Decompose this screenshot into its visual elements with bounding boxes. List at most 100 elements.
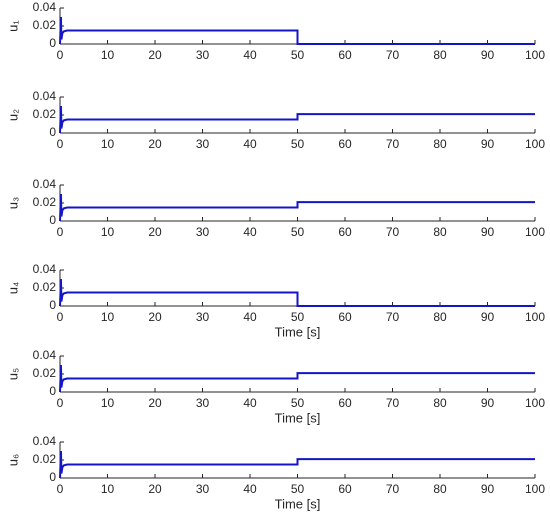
x-tick-label: 60 bbox=[338, 225, 352, 239]
x-tick-label: 40 bbox=[243, 482, 257, 496]
x-tick-label: 60 bbox=[338, 482, 352, 496]
x-tick-label: 20 bbox=[148, 482, 162, 496]
x-tick-label: 30 bbox=[196, 396, 210, 410]
x-tick-label: 70 bbox=[386, 396, 400, 410]
y-tick-label: 0.04 bbox=[33, 262, 57, 276]
x-tick-label: 0 bbox=[57, 48, 64, 62]
x-tick-label: 100 bbox=[525, 48, 545, 62]
x-tick-label: 20 bbox=[148, 48, 162, 62]
x-tick-label: 0 bbox=[57, 310, 64, 324]
x-axis-label: Time [s] bbox=[275, 410, 321, 425]
x-tick-label: 80 bbox=[433, 137, 447, 151]
x-tick-label: 100 bbox=[525, 482, 545, 496]
x-tick-label: 90 bbox=[481, 137, 495, 151]
x-tick-label: 30 bbox=[196, 310, 210, 324]
x-tick-label: 50 bbox=[291, 48, 305, 62]
x-tick-label: 40 bbox=[243, 48, 257, 62]
x-tick-label: 100 bbox=[525, 225, 545, 239]
y-tick-label: 0 bbox=[49, 213, 56, 227]
x-tick-label: 50 bbox=[291, 310, 305, 324]
x-tick-label: 100 bbox=[525, 310, 545, 324]
y-tick-label: 0.04 bbox=[33, 0, 57, 14]
x-tick-label: 70 bbox=[386, 48, 400, 62]
x-tick-label: 10 bbox=[101, 482, 115, 496]
x-tick-label: 40 bbox=[243, 225, 257, 239]
x-tick-label: 30 bbox=[196, 48, 210, 62]
x-tick-label: 70 bbox=[386, 482, 400, 496]
x-tick-label: 100 bbox=[525, 396, 545, 410]
x-tick-label: 0 bbox=[57, 225, 64, 239]
x-tick-label: 40 bbox=[243, 310, 257, 324]
x-tick-label: 0 bbox=[57, 137, 64, 151]
y-axis-label: u₁ bbox=[5, 20, 20, 32]
y-tick-label: 0 bbox=[49, 470, 56, 484]
x-tick-label: 60 bbox=[338, 48, 352, 62]
y-tick-label: 0.04 bbox=[33, 434, 57, 448]
x-tick-label: 30 bbox=[196, 137, 210, 151]
line-series bbox=[59, 450, 535, 479]
x-tick-label: 40 bbox=[243, 396, 257, 410]
y-tick-label: 0.02 bbox=[33, 107, 57, 121]
x-tick-label: 50 bbox=[291, 137, 305, 151]
x-tick-label: 80 bbox=[433, 482, 447, 496]
y-tick-label: 0.04 bbox=[33, 89, 57, 103]
y-axis-label: u₅ bbox=[5, 368, 20, 380]
x-tick-label: 90 bbox=[481, 48, 495, 62]
x-tick-label: 10 bbox=[101, 396, 115, 410]
y-axis-label: u₃ bbox=[5, 197, 20, 210]
x-tick-label: 10 bbox=[101, 225, 115, 239]
y-tick-label: 0.02 bbox=[33, 195, 57, 209]
x-tick-label: 90 bbox=[481, 310, 495, 324]
x-tick-label: 50 bbox=[291, 482, 305, 496]
y-axis-label: u₄ bbox=[5, 282, 20, 295]
x-axis-label: Time [s] bbox=[275, 324, 321, 339]
line-series bbox=[59, 193, 535, 222]
y-tick-label: 0.02 bbox=[33, 280, 57, 294]
x-tick-label: 70 bbox=[386, 225, 400, 239]
y-tick-label: 0.02 bbox=[33, 18, 57, 32]
x-tick-label: 50 bbox=[291, 225, 305, 239]
line-series bbox=[59, 16, 535, 45]
y-tick-label: 0 bbox=[49, 125, 56, 139]
x-tick-label: 100 bbox=[525, 137, 545, 151]
y-tick-label: 0.04 bbox=[33, 348, 57, 362]
x-tick-label: 70 bbox=[386, 137, 400, 151]
x-tick-label: 20 bbox=[148, 137, 162, 151]
y-tick-label: 0.02 bbox=[33, 452, 57, 466]
x-tick-label: 60 bbox=[338, 137, 352, 151]
x-tick-label: 80 bbox=[433, 48, 447, 62]
x-tick-label: 20 bbox=[148, 310, 162, 324]
x-tick-label: 80 bbox=[433, 310, 447, 324]
x-tick-label: 10 bbox=[101, 137, 115, 151]
x-tick-label: 30 bbox=[196, 482, 210, 496]
y-tick-label: 0.04 bbox=[33, 177, 57, 191]
x-tick-label: 60 bbox=[338, 310, 352, 324]
x-tick-label: 90 bbox=[481, 396, 495, 410]
x-tick-label: 80 bbox=[433, 396, 447, 410]
x-tick-label: 60 bbox=[338, 396, 352, 410]
x-tick-label: 90 bbox=[481, 482, 495, 496]
y-tick-label: 0 bbox=[49, 36, 56, 50]
x-tick-label: 50 bbox=[291, 396, 305, 410]
x-tick-label: 0 bbox=[57, 396, 64, 410]
x-tick-label: 30 bbox=[196, 225, 210, 239]
x-tick-label: 10 bbox=[101, 48, 115, 62]
line-series bbox=[59, 364, 535, 393]
y-tick-label: 0 bbox=[49, 298, 56, 312]
x-tick-label: 20 bbox=[148, 396, 162, 410]
line-series bbox=[59, 278, 535, 307]
y-tick-label: 0 bbox=[49, 384, 56, 398]
x-axis-label: Time [s] bbox=[275, 496, 321, 511]
y-tick-label: 0.02 bbox=[33, 366, 57, 380]
y-axis-label: u₂ bbox=[5, 109, 20, 121]
x-tick-label: 70 bbox=[386, 310, 400, 324]
y-axis-label: u₆ bbox=[5, 454, 20, 466]
x-tick-label: 80 bbox=[433, 225, 447, 239]
x-tick-label: 90 bbox=[481, 225, 495, 239]
x-tick-label: 10 bbox=[101, 310, 115, 324]
x-tick-label: 20 bbox=[148, 225, 162, 239]
line-series bbox=[59, 105, 535, 134]
x-tick-label: 40 bbox=[243, 137, 257, 151]
x-tick-label: 0 bbox=[57, 482, 64, 496]
